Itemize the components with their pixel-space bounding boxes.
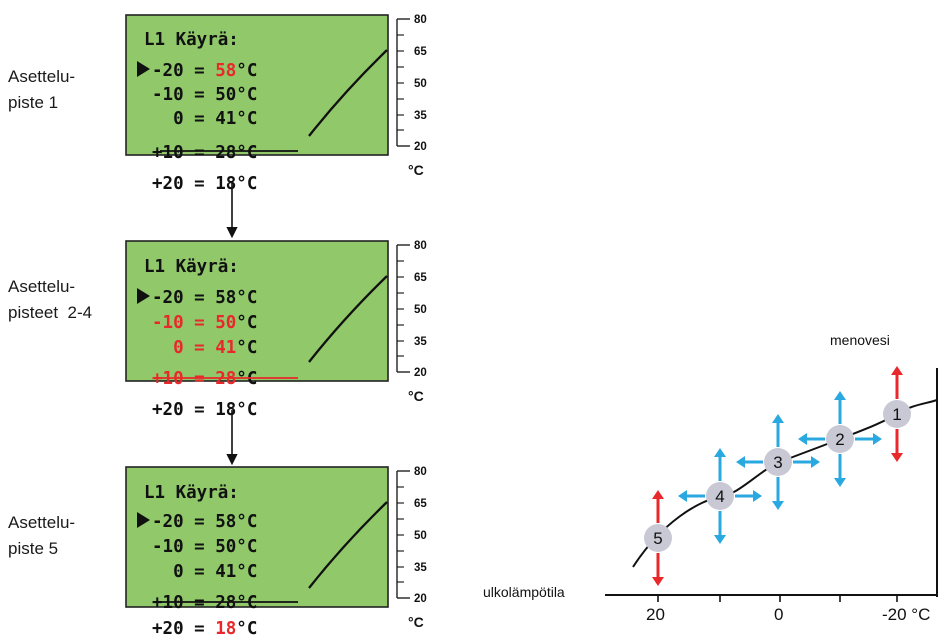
lcd-row: +10 = 28°C (152, 369, 257, 389)
down-arrow-icon (652, 577, 664, 586)
x-tick-label: 0 (774, 605, 783, 624)
adjustment-arrows (652, 366, 903, 586)
lcd-row: +20 = 18°C (152, 619, 257, 639)
right-arrow-icon (873, 433, 882, 445)
scale-unit: °C (408, 388, 424, 404)
panel-setting-point-5: Asettelu- piste 5 L1 Käyrä: -20 = 58°C -… (8, 466, 427, 639)
lcd-screen (125, 466, 389, 608)
scale-label: 65 (414, 498, 427, 510)
point-label: 2 (835, 430, 844, 449)
selection-marker-icon (137, 288, 150, 304)
down-arrow-icon (891, 453, 903, 462)
scale-label: 80 (414, 240, 427, 252)
lcd-row: 0 = 41°C (152, 109, 257, 129)
scale-label: 35 (414, 562, 427, 574)
right-arrow-icon (753, 490, 762, 502)
lcd-row: -20 = 58°C (152, 61, 257, 81)
scale-label: 35 (414, 110, 427, 122)
scale-label: 65 (414, 46, 427, 58)
left-arrow-icon (798, 433, 807, 445)
lcd-curve-line (308, 501, 388, 589)
x-tick-label: 20 (646, 605, 665, 624)
lcd-title: L1 Käyrä: (144, 483, 239, 503)
scale-label: 50 (414, 304, 427, 316)
up-arrow-icon (772, 414, 784, 423)
panel-label-line-2: piste 1 (8, 93, 58, 112)
curve-point-3: 3 (764, 448, 792, 476)
scale-label: 35 (414, 336, 427, 348)
curve-point-1: 1 (883, 400, 911, 428)
curve-point-2: 2 (826, 425, 854, 453)
lcd-row: +10 = 28°C (152, 593, 257, 613)
up-arrow-icon (714, 448, 726, 457)
lcd-row: -20 = 58°C (152, 288, 257, 308)
lcd-row: -20 = 58°C (152, 512, 257, 532)
lcd-title: L1 Käyrä: (144, 257, 239, 277)
lcd-row: +20 = 18°C (152, 400, 257, 420)
selection-marker-icon (137, 61, 150, 77)
panel-label-line-1: Asettelu- (8, 67, 75, 86)
left-arrow-icon (678, 490, 687, 502)
point-label: 1 (892, 405, 901, 424)
down-arrow-icon (714, 535, 726, 544)
scale-label: 20 (414, 367, 427, 379)
x-axis-label: ulkolämpötila (483, 584, 565, 600)
point-label: 4 (715, 487, 724, 506)
lcd-screen (125, 240, 389, 382)
panel-label-line-1: Asettelu- (8, 513, 75, 532)
lcd-curve-line (308, 275, 388, 363)
up-arrow-icon (652, 490, 664, 499)
lcd-row: 0 = 41°C (152, 338, 257, 358)
scale-label: 50 (414, 78, 427, 90)
down-arrow-icon (834, 478, 846, 487)
panel-label-line-2: pisteet 2-4 (8, 303, 92, 322)
curve-point-5: 5 (644, 524, 672, 552)
left-arrow-icon (736, 456, 745, 468)
curve-graph: menovesi ulkolämpötila 20 0 -20 °C 5 4 3 (483, 332, 938, 624)
down-arrow-icon (772, 501, 784, 510)
up-arrow-icon (891, 366, 903, 375)
lcd-row: -10 = 50°C (152, 537, 257, 557)
scale-label: 65 (414, 272, 427, 284)
right-arrow-icon (811, 456, 820, 468)
scale-unit: °C (408, 614, 424, 630)
lcd-curve-line (308, 49, 388, 137)
up-arrow-icon (834, 391, 846, 400)
lcd-row: 0 = 41°C (152, 562, 257, 582)
scale-label: 80 (414, 14, 427, 26)
lcd-screen (125, 14, 389, 156)
panel-setting-points-2-4: Asettelu- pisteet 2-4 L1 Käyrä: -20 = 58… (8, 240, 427, 420)
lcd-row: +20 = 18°C (152, 174, 257, 194)
point-label: 5 (653, 529, 662, 548)
selection-marker-icon (137, 512, 150, 528)
y-axis-label: menovesi (830, 332, 890, 348)
panel-setting-point-1: Asettelu- piste 1 L1 Käyrä: -20 = 58°C -… (8, 14, 427, 194)
lcd-row: +10 = 28°C (152, 143, 257, 163)
scale-label: 50 (414, 530, 427, 542)
point-label: 3 (773, 453, 782, 472)
scale-label: 20 (414, 141, 427, 153)
lcd-title: L1 Käyrä: (144, 30, 239, 50)
lcd-row: -10 = 50°C (152, 313, 257, 333)
panel-label-line-1: Asettelu- (8, 277, 75, 296)
panel-label-line-2: piste 5 (8, 539, 58, 558)
x-tick-label: -20 °C (882, 605, 930, 624)
scale-unit: °C (408, 162, 424, 178)
scale-label: 80 (414, 466, 427, 478)
lcd-row: -10 = 50°C (152, 85, 257, 105)
scale-label: 20 (414, 593, 427, 605)
curve-point-4: 4 (706, 482, 734, 510)
